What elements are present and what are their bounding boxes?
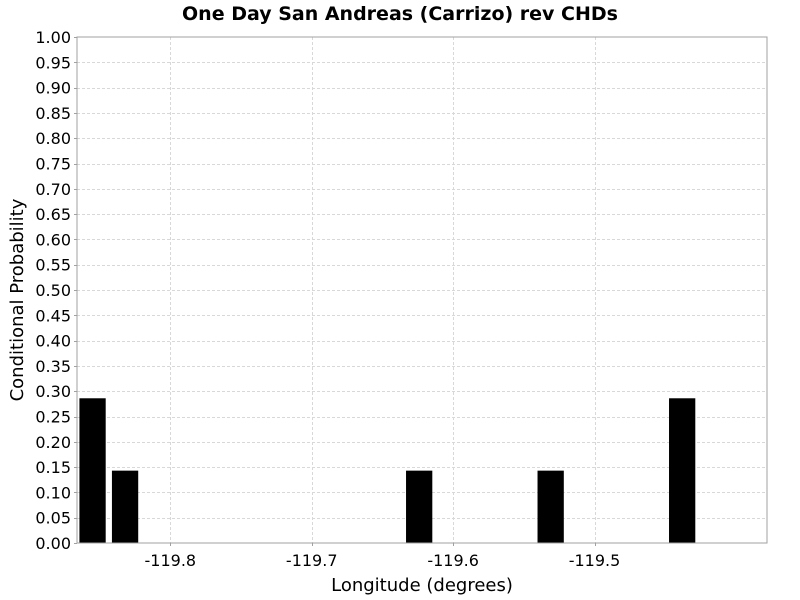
- histogram-bar: [669, 398, 696, 543]
- y-tick-label: 0.85: [35, 104, 71, 123]
- y-tick-label: 0.45: [35, 306, 71, 325]
- x-tick-label: -119.6: [427, 551, 479, 570]
- y-tick-label: 0.35: [35, 357, 71, 376]
- y-tick-label: 0.10: [35, 483, 71, 502]
- y-tick-label: 0.95: [35, 53, 71, 72]
- x-axis-label: Longitude (degrees): [331, 575, 513, 596]
- x-tick-label: -119.5: [569, 551, 621, 570]
- y-axis-label: Conditional Probability: [7, 198, 28, 401]
- y-tick-label: 0.15: [35, 458, 71, 477]
- y-tick-label: 0.75: [35, 155, 71, 174]
- y-tick-label: 0.40: [35, 332, 71, 351]
- y-tick-label: 0.30: [35, 382, 71, 401]
- x-tick-layer: -119.8 -119.7 -119.6 -119.5: [145, 543, 621, 570]
- y-tick-label: 1.00: [35, 28, 71, 47]
- y-tick-label: 0.90: [35, 79, 71, 98]
- y-tick-label: 0.60: [35, 230, 71, 249]
- x-tick-label: -119.7: [286, 551, 338, 570]
- histogram-bar: [406, 470, 433, 543]
- histogram-bar: [79, 398, 106, 543]
- y-tick-label: 0.20: [35, 433, 71, 452]
- y-tick-label: 0.55: [35, 256, 71, 275]
- y-tick-label: 0.70: [35, 180, 71, 199]
- x-tick-label: -119.8: [145, 551, 197, 570]
- bar-layer: [79, 398, 696, 543]
- y-tick-label: 0.80: [35, 129, 71, 148]
- y-tick-label: 0.00: [35, 534, 71, 553]
- y-tick-label: 0.65: [35, 205, 71, 224]
- grid-layer: [77, 37, 767, 543]
- chart-title: One Day San Andreas (Carrizo) rev CHDs: [182, 3, 618, 25]
- y-tick-layer: 0.00 0.05 0.10 0.15 0.20 0.25 0.30 0.35 0.40 0.45…: [35, 28, 77, 553]
- histogram-bar: [111, 470, 139, 543]
- y-tick-label: 0.50: [35, 281, 71, 300]
- y-tick-label: 0.05: [35, 509, 71, 528]
- y-tick-label: 0.25: [35, 408, 71, 427]
- histogram-bar: [537, 470, 564, 543]
